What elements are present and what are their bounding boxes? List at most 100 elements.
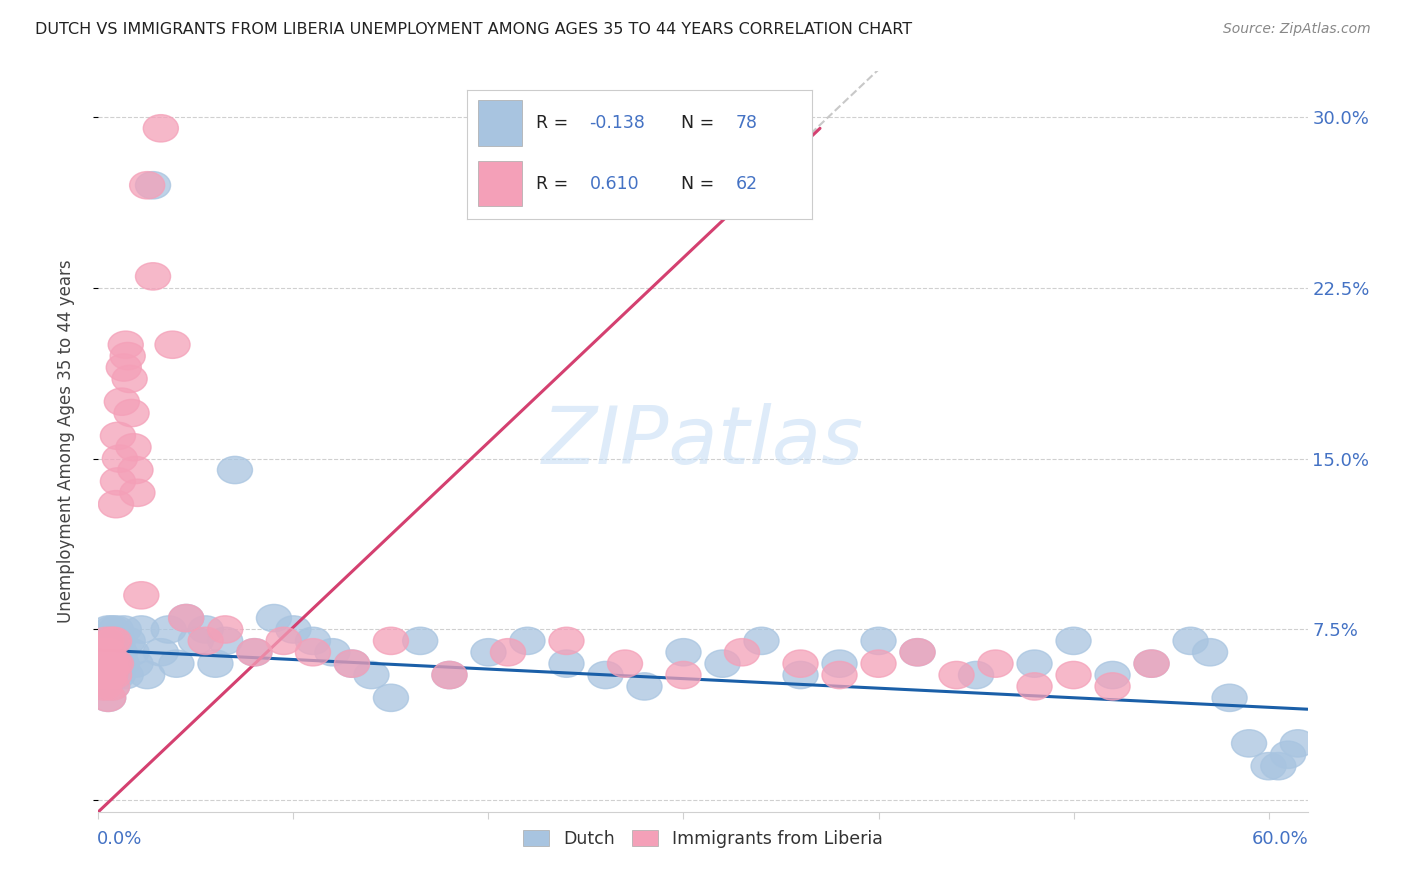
Ellipse shape [256,605,291,632]
Ellipse shape [208,615,243,643]
Ellipse shape [1056,661,1091,689]
Ellipse shape [93,627,128,655]
Ellipse shape [1056,627,1091,655]
Ellipse shape [1261,753,1296,780]
Ellipse shape [93,661,128,689]
Ellipse shape [155,331,190,359]
Ellipse shape [666,639,702,666]
Ellipse shape [104,388,139,416]
Ellipse shape [107,615,142,643]
Ellipse shape [100,467,135,495]
Text: 0.0%: 0.0% [97,830,142,848]
Ellipse shape [112,365,148,392]
Ellipse shape [276,615,311,643]
Ellipse shape [491,639,526,666]
Ellipse shape [266,627,301,655]
Ellipse shape [94,673,129,700]
Ellipse shape [335,650,370,677]
Text: Source: ZipAtlas.com: Source: ZipAtlas.com [1223,22,1371,37]
Ellipse shape [1135,650,1170,677]
Text: 60.0%: 60.0% [1251,830,1309,848]
Ellipse shape [129,171,165,199]
Ellipse shape [94,650,129,677]
Ellipse shape [143,115,179,142]
Ellipse shape [159,650,194,677]
Ellipse shape [98,650,134,677]
Ellipse shape [169,605,204,632]
Ellipse shape [432,661,467,689]
Ellipse shape [104,650,139,677]
Ellipse shape [87,627,122,655]
Ellipse shape [354,661,389,689]
Ellipse shape [93,661,128,689]
Ellipse shape [979,650,1014,677]
Ellipse shape [402,627,437,655]
Ellipse shape [823,661,858,689]
Ellipse shape [89,627,124,655]
Ellipse shape [108,661,143,689]
Ellipse shape [1232,730,1267,757]
Ellipse shape [1251,753,1286,780]
Ellipse shape [89,661,124,689]
Ellipse shape [432,661,467,689]
Ellipse shape [100,627,135,655]
Ellipse shape [90,615,125,643]
Ellipse shape [1095,661,1130,689]
Ellipse shape [98,650,134,677]
Ellipse shape [548,627,583,655]
Ellipse shape [97,661,132,689]
Ellipse shape [666,661,702,689]
Ellipse shape [93,650,128,677]
Ellipse shape [169,605,204,632]
Ellipse shape [83,650,118,677]
Ellipse shape [114,400,149,426]
Ellipse shape [94,615,129,643]
Ellipse shape [783,650,818,677]
Ellipse shape [87,673,122,700]
Ellipse shape [188,615,224,643]
Ellipse shape [108,331,143,359]
Ellipse shape [129,661,165,689]
Ellipse shape [900,639,935,666]
Ellipse shape [1095,673,1130,700]
Ellipse shape [1212,684,1247,712]
Ellipse shape [124,582,159,609]
Ellipse shape [295,627,330,655]
Ellipse shape [783,661,818,689]
Ellipse shape [100,422,135,450]
Ellipse shape [135,263,170,290]
Ellipse shape [89,627,124,655]
Ellipse shape [84,661,120,689]
Ellipse shape [103,445,138,472]
Ellipse shape [1173,627,1208,655]
Ellipse shape [87,673,122,700]
Ellipse shape [115,434,150,461]
Ellipse shape [198,650,233,677]
Ellipse shape [84,639,120,666]
Ellipse shape [150,615,186,643]
Text: DUTCH VS IMMIGRANTS FROM LIBERIA UNEMPLOYMENT AMONG AGES 35 TO 44 YEARS CORRELAT: DUTCH VS IMMIGRANTS FROM LIBERIA UNEMPLO… [35,22,912,37]
Ellipse shape [103,639,138,666]
Ellipse shape [118,650,153,677]
Ellipse shape [98,615,134,643]
Ellipse shape [627,673,662,700]
Ellipse shape [724,639,759,666]
Ellipse shape [1192,639,1227,666]
Ellipse shape [135,171,170,199]
Ellipse shape [83,650,118,677]
Ellipse shape [860,627,896,655]
Ellipse shape [107,354,142,381]
Ellipse shape [120,479,155,507]
Ellipse shape [97,627,132,655]
Ellipse shape [1135,650,1170,677]
Ellipse shape [94,673,129,700]
Ellipse shape [704,650,740,677]
Ellipse shape [548,650,583,677]
Ellipse shape [1271,741,1306,768]
Ellipse shape [110,627,145,655]
Ellipse shape [588,661,623,689]
Ellipse shape [1017,650,1052,677]
Ellipse shape [97,639,132,666]
Ellipse shape [90,661,125,689]
Ellipse shape [124,615,159,643]
